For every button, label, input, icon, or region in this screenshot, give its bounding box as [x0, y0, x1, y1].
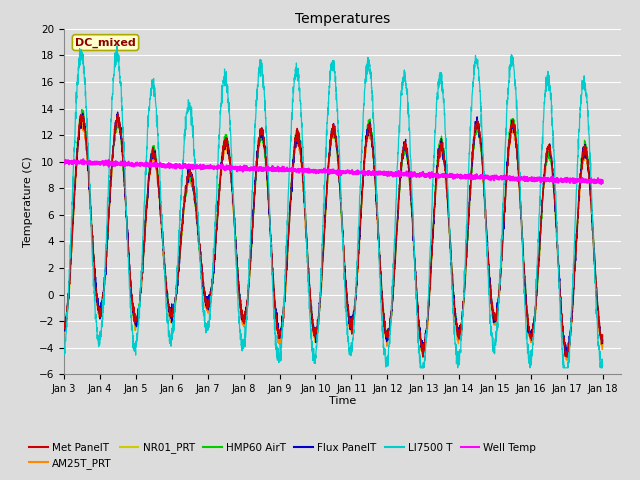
- Text: DC_mixed: DC_mixed: [75, 37, 136, 48]
- Legend: Met PanelT, AM25T_PRT, NR01_PRT, HMP60 AirT, Flux PanelT, LI7500 T, Well Temp: Met PanelT, AM25T_PRT, NR01_PRT, HMP60 A…: [25, 438, 541, 473]
- Title: Temperatures: Temperatures: [295, 12, 390, 26]
- X-axis label: Time: Time: [329, 396, 356, 406]
- Y-axis label: Temperature (C): Temperature (C): [23, 156, 33, 247]
